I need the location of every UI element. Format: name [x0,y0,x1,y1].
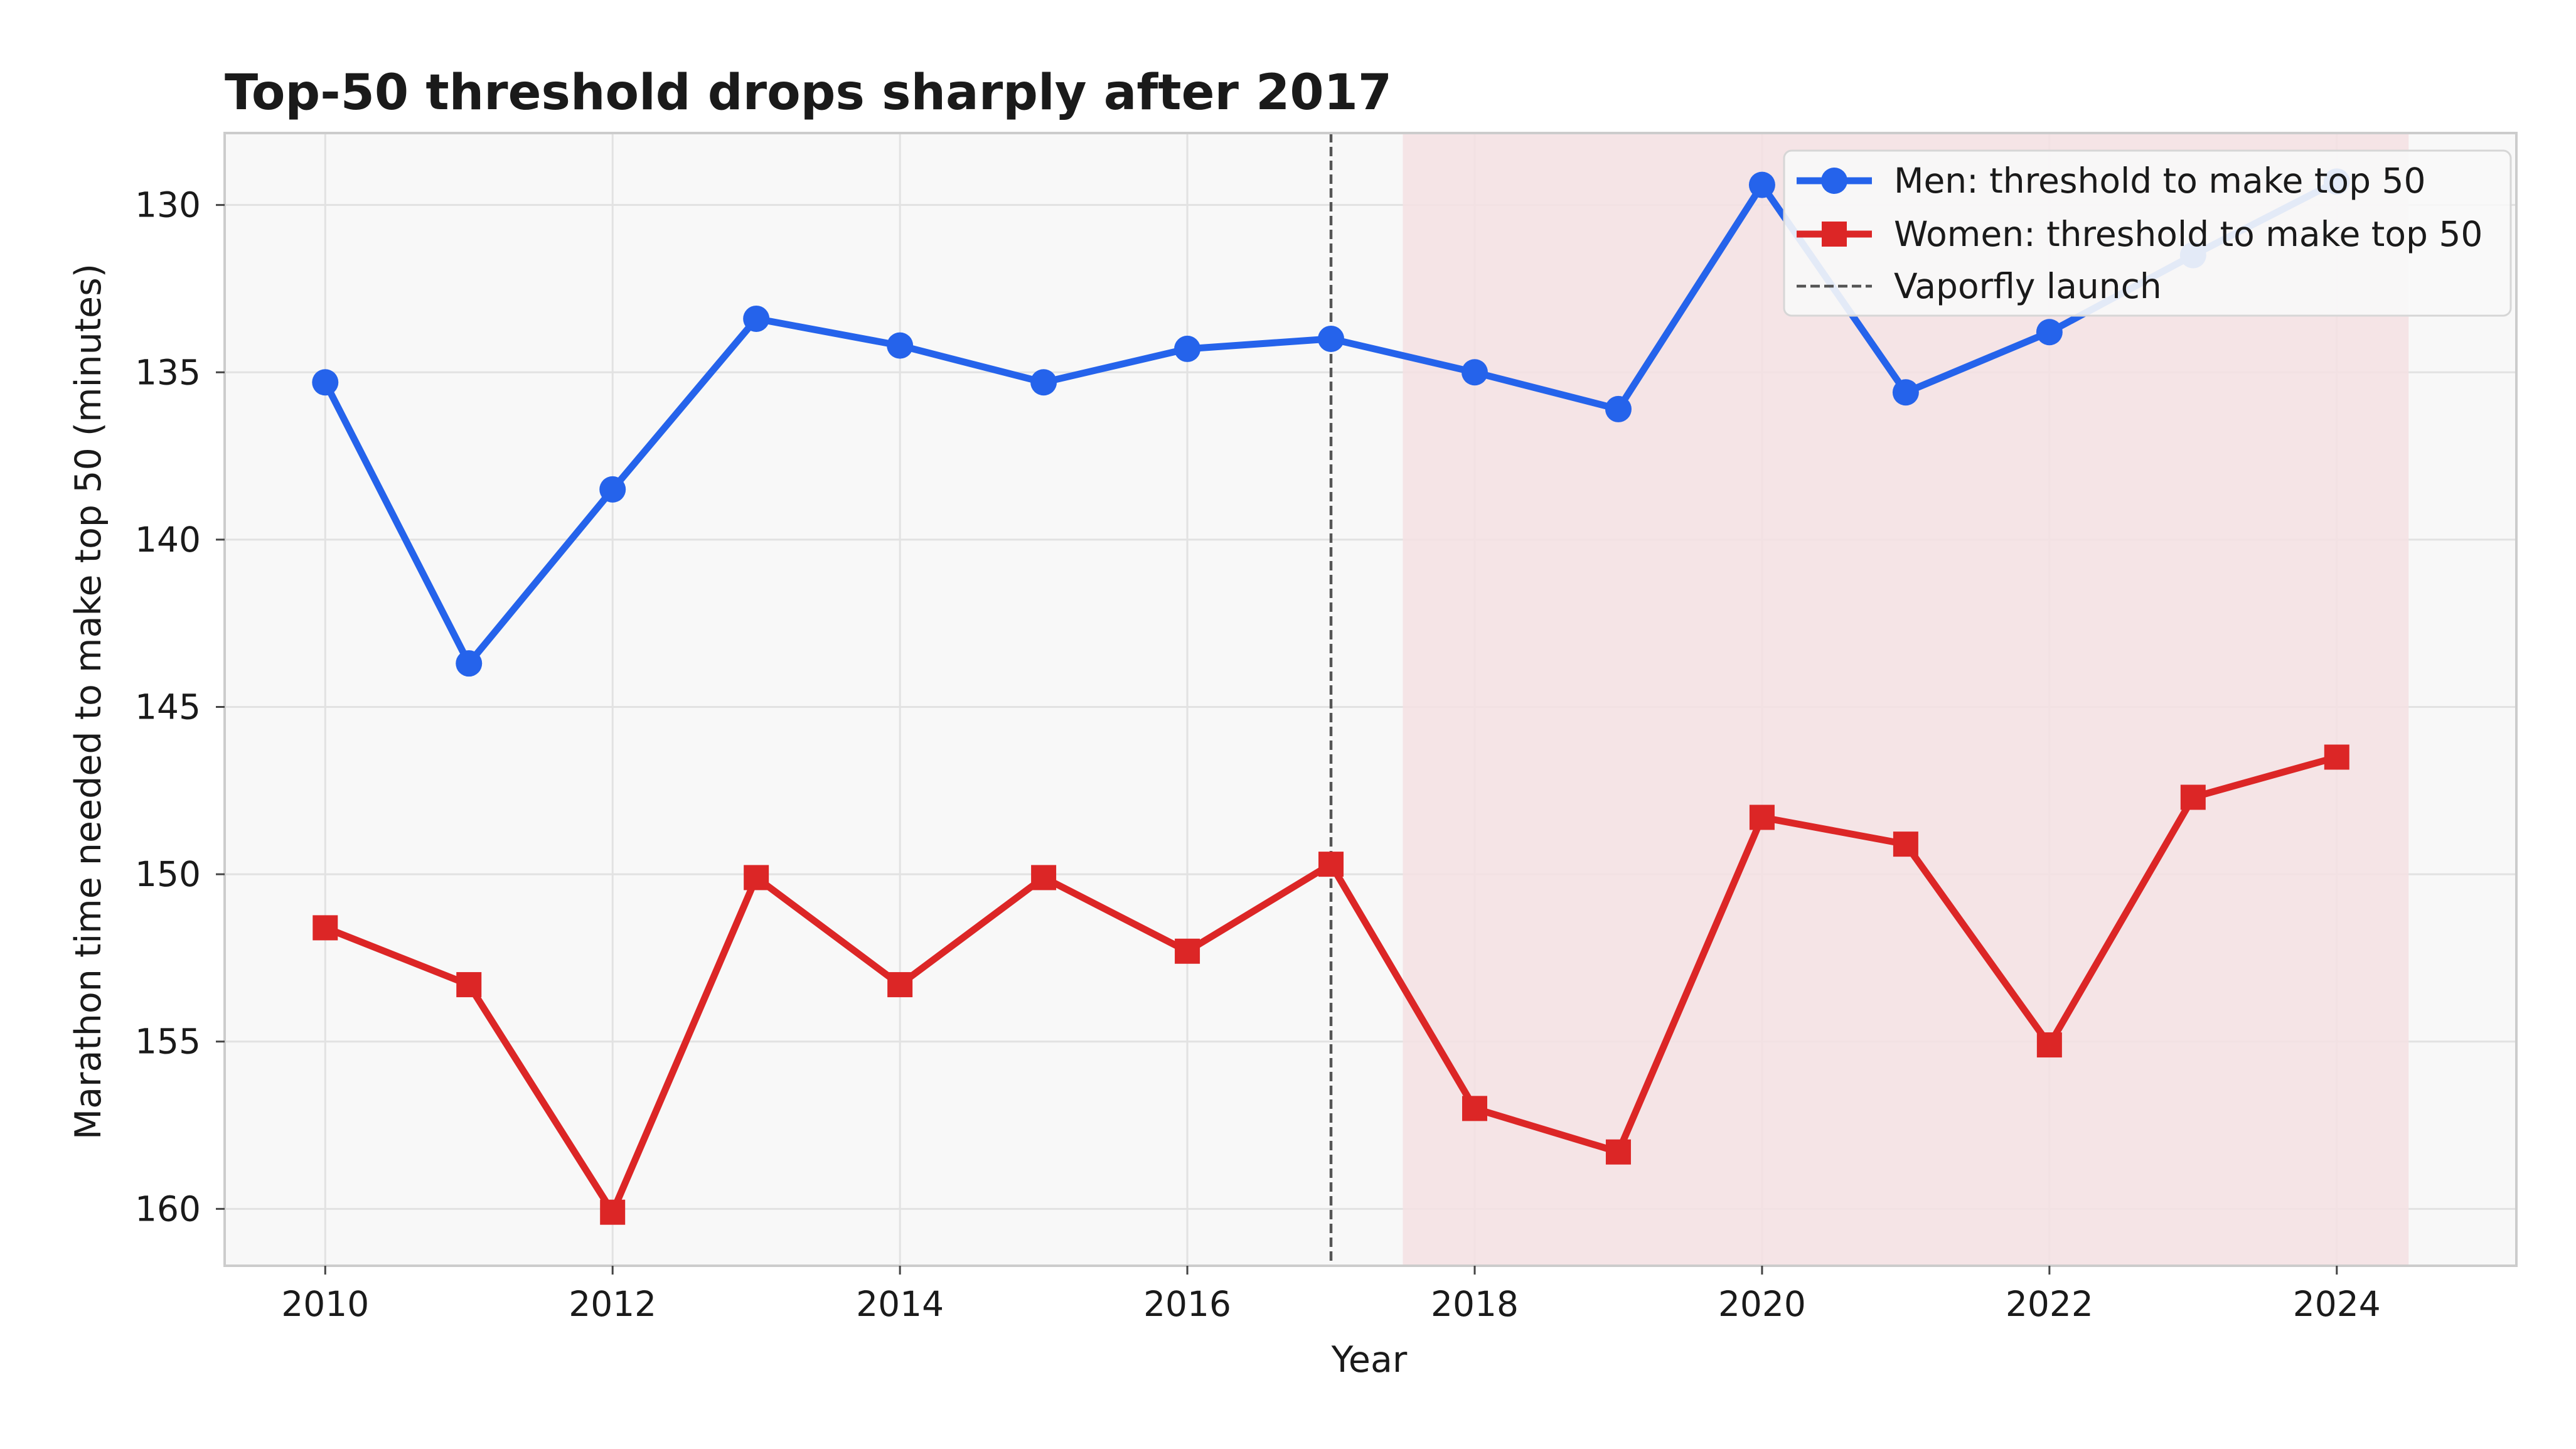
x-tick-label: 2024 [2293,1284,2381,1324]
data-point [1174,335,1201,362]
data-point [1318,852,1344,877]
data-point [1175,938,1200,964]
y-tick-label: 155 [135,1022,201,1062]
series-2 [313,744,2349,1225]
data-point [2036,319,2063,346]
data-point [2180,784,2206,810]
y-tick-label: 135 [135,352,201,392]
data-point [1605,1139,1631,1165]
data-point [2324,744,2349,770]
y-tick-label: 130 [135,185,201,225]
data-point [1030,369,1057,396]
y-axis-label: Marathon time needed to make top 50 (min… [68,264,109,1140]
data-point [743,305,770,332]
legend-label: Men: threshold to make top 50 [1894,161,2425,201]
data-point [1462,359,1488,386]
data-point [1748,171,1775,198]
data-point [744,865,769,890]
x-tick-label: 2020 [1718,1284,1806,1324]
y-tick-label: 150 [135,854,201,894]
y-tick-label: 160 [135,1189,201,1229]
x-tick-label: 2018 [1431,1284,1519,1324]
shaded-region [1403,133,2409,1266]
data-point [312,369,339,396]
plot-frame [223,132,2518,1267]
data-point [1605,395,1632,422]
legend-box [1783,149,2512,317]
data-point [2036,1032,2062,1058]
legend-marker [1822,222,1847,247]
data-point [456,972,482,998]
data-point [600,1199,626,1225]
data-point [1892,379,1919,406]
series-group [312,168,2350,1225]
shaded-region-rect [1403,133,2409,1266]
legend-label: Women: threshold to make top 50 [1894,214,2482,254]
chart-title: Top-50 threshold drops sharply after 201… [225,65,1392,121]
legend-label: Vaporfly launch [1894,266,2162,306]
y-tick-label: 140 [135,520,201,560]
legend: Men: threshold to make top 50 Women: thre… [1783,149,2512,317]
data-point [456,650,483,677]
x-tick-label: 2014 [856,1284,944,1324]
x-tick-label: 2022 [2006,1284,2093,1324]
data-point [1749,805,1775,830]
data-point [887,332,914,359]
data-point [599,476,626,503]
data-point [887,972,913,998]
x-tick-label: 2016 [1143,1284,1231,1324]
x-tick-label: 2012 [569,1284,656,1324]
data-point [1893,831,1918,857]
data-point [1462,1096,1487,1121]
data-point [1318,325,1345,352]
axes: 2010 2012 2014 2016 2018 2020 2022 2024 130 135 14… [135,132,2518,1324]
legend-marker [1821,168,1847,194]
y-tick-label: 145 [135,687,201,727]
x-axis-label: Year [1331,1339,1408,1381]
data-point [313,915,338,941]
x-tick-label: 2010 [281,1284,369,1324]
data-point [1031,865,1057,890]
